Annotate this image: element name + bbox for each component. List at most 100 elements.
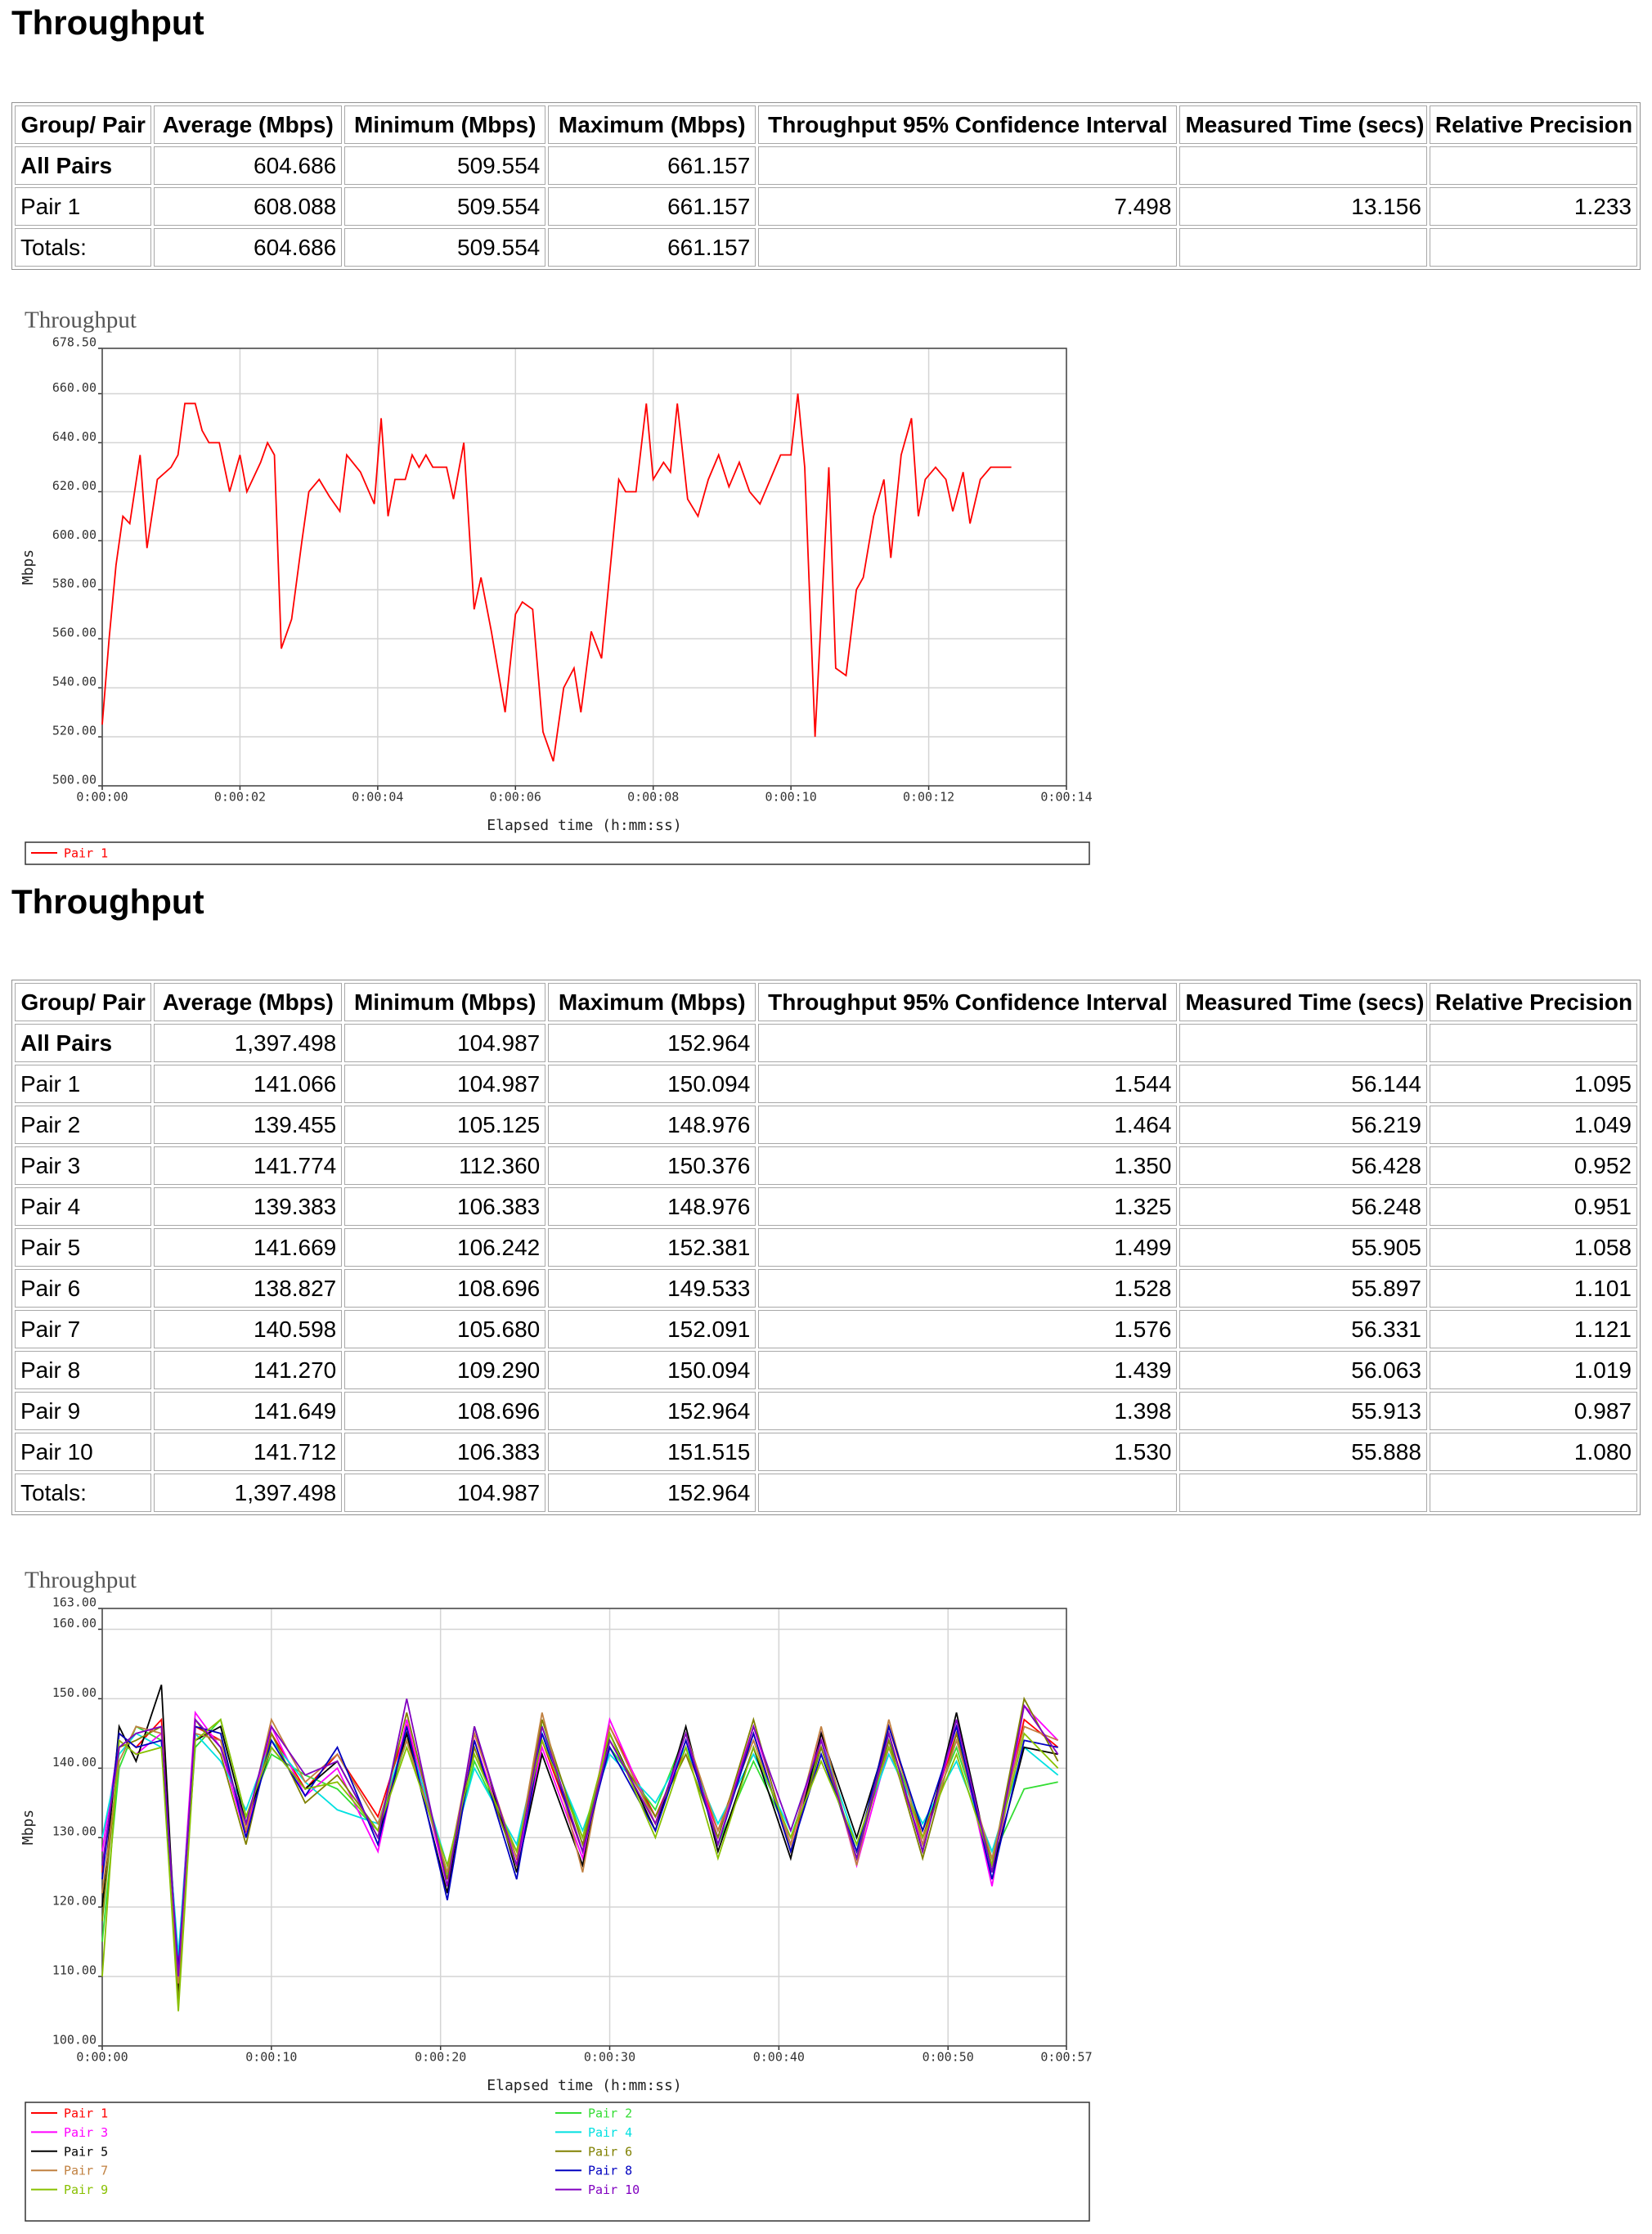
header-cell: Measured Time (secs) xyxy=(1179,105,1427,144)
header-cell: Measured Time (secs) xyxy=(1179,983,1427,1021)
legend-label: Pair 6 xyxy=(588,2144,632,2159)
table-cell: 105.125 xyxy=(344,1106,546,1144)
table-cell: 1,397.498 xyxy=(154,1024,343,1062)
header-cell: Group/ Pair xyxy=(15,983,152,1021)
table-cell: All Pairs xyxy=(15,1024,152,1062)
x-tick-label: 0:00:10 xyxy=(245,2050,297,2065)
table-row: All Pairs 604.686 509.554 661.157 xyxy=(15,146,1637,185)
table-cell: 661.157 xyxy=(548,187,756,226)
table-cell: 56.144 xyxy=(1179,1065,1427,1103)
y-tick-label: 150.00 xyxy=(52,1685,97,1700)
table-cell xyxy=(758,228,1178,267)
table-cell: 1.528 xyxy=(758,1269,1178,1308)
plot-frame xyxy=(101,1608,1067,2047)
table-cell: 1.121 xyxy=(1429,1310,1637,1348)
y-tick-label: 620.00 xyxy=(52,478,97,493)
legend-label: Pair 2 xyxy=(588,2106,632,2121)
table-cell: 55.913 xyxy=(1179,1392,1427,1430)
y-tick-label: 120.00 xyxy=(52,1894,97,1909)
table-cell xyxy=(758,1474,1178,1512)
y-axis-title: Mbps xyxy=(20,1810,37,1845)
legend-label: Pair 9 xyxy=(64,2182,108,2197)
table-cell: 1.049 xyxy=(1429,1106,1637,1144)
series-line xyxy=(101,1724,1058,1970)
table-cell: 104.987 xyxy=(344,1065,546,1103)
legend-label: Pair 1 xyxy=(64,2106,108,2121)
x-tick-label: 0:00:04 xyxy=(352,790,403,805)
table-cell: Pair 10 xyxy=(15,1433,152,1471)
table-cell: 150.094 xyxy=(548,1351,756,1389)
table-cell: Pair 6 xyxy=(15,1269,152,1308)
header-cell: Relative Precision xyxy=(1429,983,1637,1021)
table-cell: 152.091 xyxy=(548,1310,756,1348)
table-cell: 109.290 xyxy=(344,1351,546,1389)
table-cell: 141.270 xyxy=(154,1351,343,1389)
x-tick-label: 0:00:10 xyxy=(765,790,817,805)
header-row: Group/ Pair Average (Mbps) Minimum (Mbps) M… xyxy=(15,105,1637,144)
table-cell: 150.094 xyxy=(548,1065,756,1103)
table-cell: 108.696 xyxy=(344,1392,546,1430)
table-cell: 661.157 xyxy=(548,146,756,185)
table-cell: 1.233 xyxy=(1429,187,1637,226)
data-table: Group/ Pair Average (Mbps) Minimum (Mbps) M… xyxy=(11,102,1641,270)
chart-title: Throughput xyxy=(25,1568,137,1594)
legend-label: Pair 7 xyxy=(64,2164,108,2178)
y-tick-label: 580.00 xyxy=(52,576,97,591)
table-cell xyxy=(1429,1474,1637,1512)
table-cell xyxy=(758,1024,1178,1062)
table-cell: 56.219 xyxy=(1179,1106,1427,1144)
table-cell: Pair 9 xyxy=(15,1392,152,1430)
header-cell: Maximum (Mbps) xyxy=(548,105,756,144)
table-cell: 141.066 xyxy=(154,1065,343,1103)
y-tick-label: 160.00 xyxy=(52,1616,97,1631)
table-cell: 0.987 xyxy=(1429,1392,1637,1430)
table-cell: 150.376 xyxy=(548,1146,756,1185)
table-cell: 604.686 xyxy=(154,146,343,185)
legend-label: Pair 5 xyxy=(64,2144,108,2159)
table-cell: Pair 8 xyxy=(15,1351,152,1389)
y-tick-label: 520.00 xyxy=(52,724,97,738)
table-cell: All Pairs xyxy=(15,146,152,185)
table-cell: 604.686 xyxy=(154,228,343,267)
table-cell: 56.063 xyxy=(1179,1351,1427,1389)
table-cell: 152.964 xyxy=(548,1474,756,1512)
table-cell: 1.576 xyxy=(758,1310,1178,1348)
table-row: Pair 10 141.712 106.383 151.515 1.530 55.888 1… xyxy=(15,1433,1637,1471)
table-cell: 148.976 xyxy=(548,1187,756,1226)
table-cell: 1.101 xyxy=(1429,1269,1637,1308)
legend-label: Pair 8 xyxy=(588,2164,632,2178)
table-cell: 1.439 xyxy=(758,1351,1178,1389)
y-tick-label: 100.00 xyxy=(52,2033,97,2048)
table-cell: 661.157 xyxy=(548,228,756,267)
table-cell: 112.360 xyxy=(344,1146,546,1185)
table-row: Totals: 604.686 509.554 661.157 xyxy=(15,228,1637,267)
table-row: All Pairs 1,397.498 104.987 152.964 xyxy=(15,1024,1637,1062)
table-cell: 141.774 xyxy=(154,1146,343,1185)
table-cell: 1.080 xyxy=(1429,1433,1637,1471)
x-tick-label: 0:00:40 xyxy=(753,2050,805,2065)
x-tick-label: 0:00:12 xyxy=(903,790,954,805)
table-cell: 1.058 xyxy=(1429,1228,1637,1267)
header-row: Group/ Pair Average (Mbps) Minimum (Mbps) M… xyxy=(15,983,1637,1021)
section-title: Throughput xyxy=(11,882,204,921)
x-tick-label: 0:00:30 xyxy=(584,2050,635,2065)
table-cell: Pair 1 xyxy=(15,187,152,226)
table-cell: 55.888 xyxy=(1179,1433,1427,1471)
table-cell: 13.156 xyxy=(1179,187,1427,226)
legend-label: Pair 1 xyxy=(64,846,108,861)
header-cell: Minimum (Mbps) xyxy=(344,983,546,1021)
table-row: Pair 1 141.066 104.987 150.094 1.544 56.144 1.… xyxy=(15,1065,1637,1103)
y-tick-label: 140.00 xyxy=(52,1755,97,1770)
y-tick-label: 640.00 xyxy=(52,429,97,444)
table-cell: 105.680 xyxy=(344,1310,546,1348)
header-cell: Average (Mbps) xyxy=(154,983,343,1021)
y-tick-label: 110.00 xyxy=(52,1963,97,1978)
table-cell xyxy=(1429,1024,1637,1062)
table-cell: 56.331 xyxy=(1179,1310,1427,1348)
table-cell: 141.669 xyxy=(154,1228,343,1267)
chart: Throughput 100.00 110.00 120.00 130.00 140.00… xyxy=(20,1568,1093,2222)
x-tick-label: 0:00:20 xyxy=(415,2050,466,2065)
data-table: Group/ Pair Average (Mbps) Minimum (Mbps) M… xyxy=(11,980,1641,1515)
table-cell: Pair 3 xyxy=(15,1146,152,1185)
